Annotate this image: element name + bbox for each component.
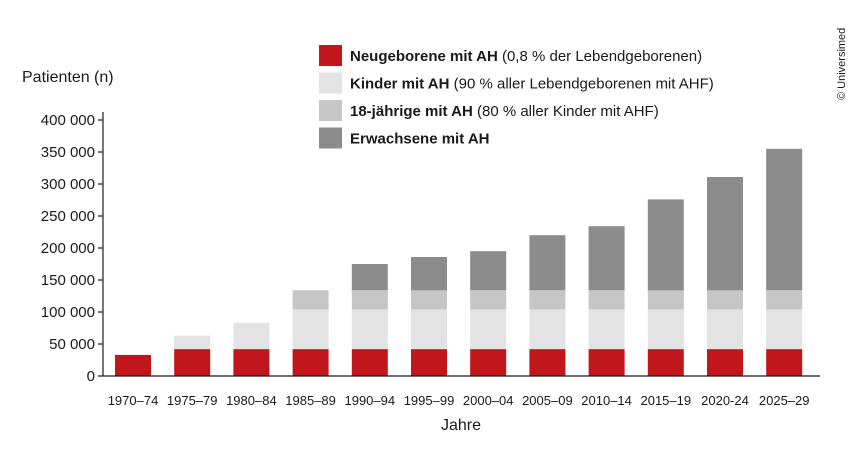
bar-segment-2-3 [233,322,270,350]
bar-segment-1-8 [529,349,566,376]
y-tick-label: 150 000 [41,272,95,289]
bar-segment-1-11 [707,349,743,376]
legend-label: Neugeborene mit AH (0,8 % der Lebendgebo… [350,48,702,65]
legend-swatch [319,100,342,121]
legend: Neugeborene mit AH (0,8 % der Lebendgebo… [319,45,714,149]
bar-segment-4-8 [529,235,566,291]
x-tick-label: 1970–74 [108,393,159,408]
legend-swatch [319,45,342,66]
legend-label: Kinder mit AH (90 % aller Lebendgeborene… [350,76,714,93]
bars-group [115,148,803,376]
x-tick-label: 1975–79 [167,393,218,408]
x-tick-label: 2010–14 [581,393,632,408]
x-tick-label: 2000–04 [463,393,514,408]
x-tick-label: 2005–09 [522,393,573,408]
bar-segment-1-3 [233,349,270,376]
bar-segment-4-7 [470,251,507,291]
bar-segment-1-2 [174,349,211,376]
y-axis-title: Patienten (n) [22,69,114,86]
x-tick-label: 1995–99 [404,393,455,408]
bar-segment-1-10 [647,349,684,376]
bar-segment-4-9 [588,226,625,291]
x-tick-label: 2015–19 [640,393,691,408]
x-tick-label: 2020-24 [701,393,749,408]
legend-series-name: Kinder mit AH [350,76,449,93]
y-tick-label: 300 000 [41,176,95,193]
bar-segment-3-9 [588,290,625,310]
x-tick-label: 1980–84 [226,393,277,408]
legend-series-note: (90 % aller Lebendgeborenen mit AHF) [449,76,713,93]
bar-segment-2-7 [470,309,507,350]
bar-segment-1-4 [292,349,329,376]
bar-segment-2-2 [174,335,211,350]
legend-series-note: (80 % aller Kinder mit AHF) [473,103,659,120]
y-tick-label: 0 [87,368,95,385]
y-tick-label: 400 000 [41,112,95,129]
legend-label: Erwachsene mit AH [350,131,490,148]
bar-segment-2-5 [351,309,388,350]
copyright-text: © Universimed [836,28,848,100]
bar-segment-3-8 [529,290,566,310]
y-tick-label: 350 000 [41,144,95,161]
bar-segment-4-6 [411,257,447,291]
bar-segment-1-12 [766,349,803,376]
legend-swatch [319,72,342,94]
bar-segment-2-11 [707,309,743,350]
x-axis: 1970–74 1975–79 1980–84 1985–89 1990–94 1995–… [103,375,820,408]
y-tick-label: 200 000 [41,240,95,257]
bar-segment-2-4 [292,309,329,350]
legend-series-name: 18-jährige mit AH [350,103,473,120]
bar-segment-2-6 [411,309,447,350]
x-tick-label: 1990–94 [344,393,395,408]
bar-segment-3-10 [647,290,684,310]
legend-series-name: Neugeborene mit AH [350,48,498,65]
bar-segment-4-5 [351,264,388,291]
x-tick-label: 2025–29 [759,393,810,408]
bar-segment-1-9 [588,349,625,376]
legend-series-note: (0,8 % der Lebendgeborenen) [498,48,702,65]
bar-segment-3-12 [766,290,803,310]
bar-segment-3-5 [351,290,388,310]
bar-segment-1-1 [115,354,151,376]
bar-segment-1-5 [351,349,388,376]
bar-segment-3-11 [707,290,743,310]
bar-segment-4-11 [707,177,743,291]
bar-segment-2-9 [588,309,625,350]
legend-series-name: Erwachsene mit AH [350,131,490,148]
x-tick-label: 1985–89 [285,393,336,408]
bar-segment-2-10 [647,309,684,350]
bar-segment-4-10 [647,199,684,291]
bar-segment-3-4 [292,290,329,310]
bar-segment-3-7 [470,290,507,310]
x-axis-title: Jahre [441,417,481,434]
bar-segment-4-12 [766,148,803,291]
legend-swatch [319,127,342,149]
bar-segment-1-7 [470,349,507,376]
bar-segment-1-6 [411,349,447,376]
bar-segment-2-8 [529,309,566,350]
bar-segment-2-12 [766,309,803,350]
bar-segment-3-6 [411,290,447,310]
legend-label: 18-jährige mit AH (80 % aller Kinder mit… [350,103,659,120]
y-axis: 0 50 000 100 000 150 000 200 000 250 000 300 0… [41,112,104,385]
y-tick-label: 50 000 [49,336,95,353]
y-tick-label: 250 000 [41,208,95,225]
y-tick-label: 100 000 [41,304,95,321]
